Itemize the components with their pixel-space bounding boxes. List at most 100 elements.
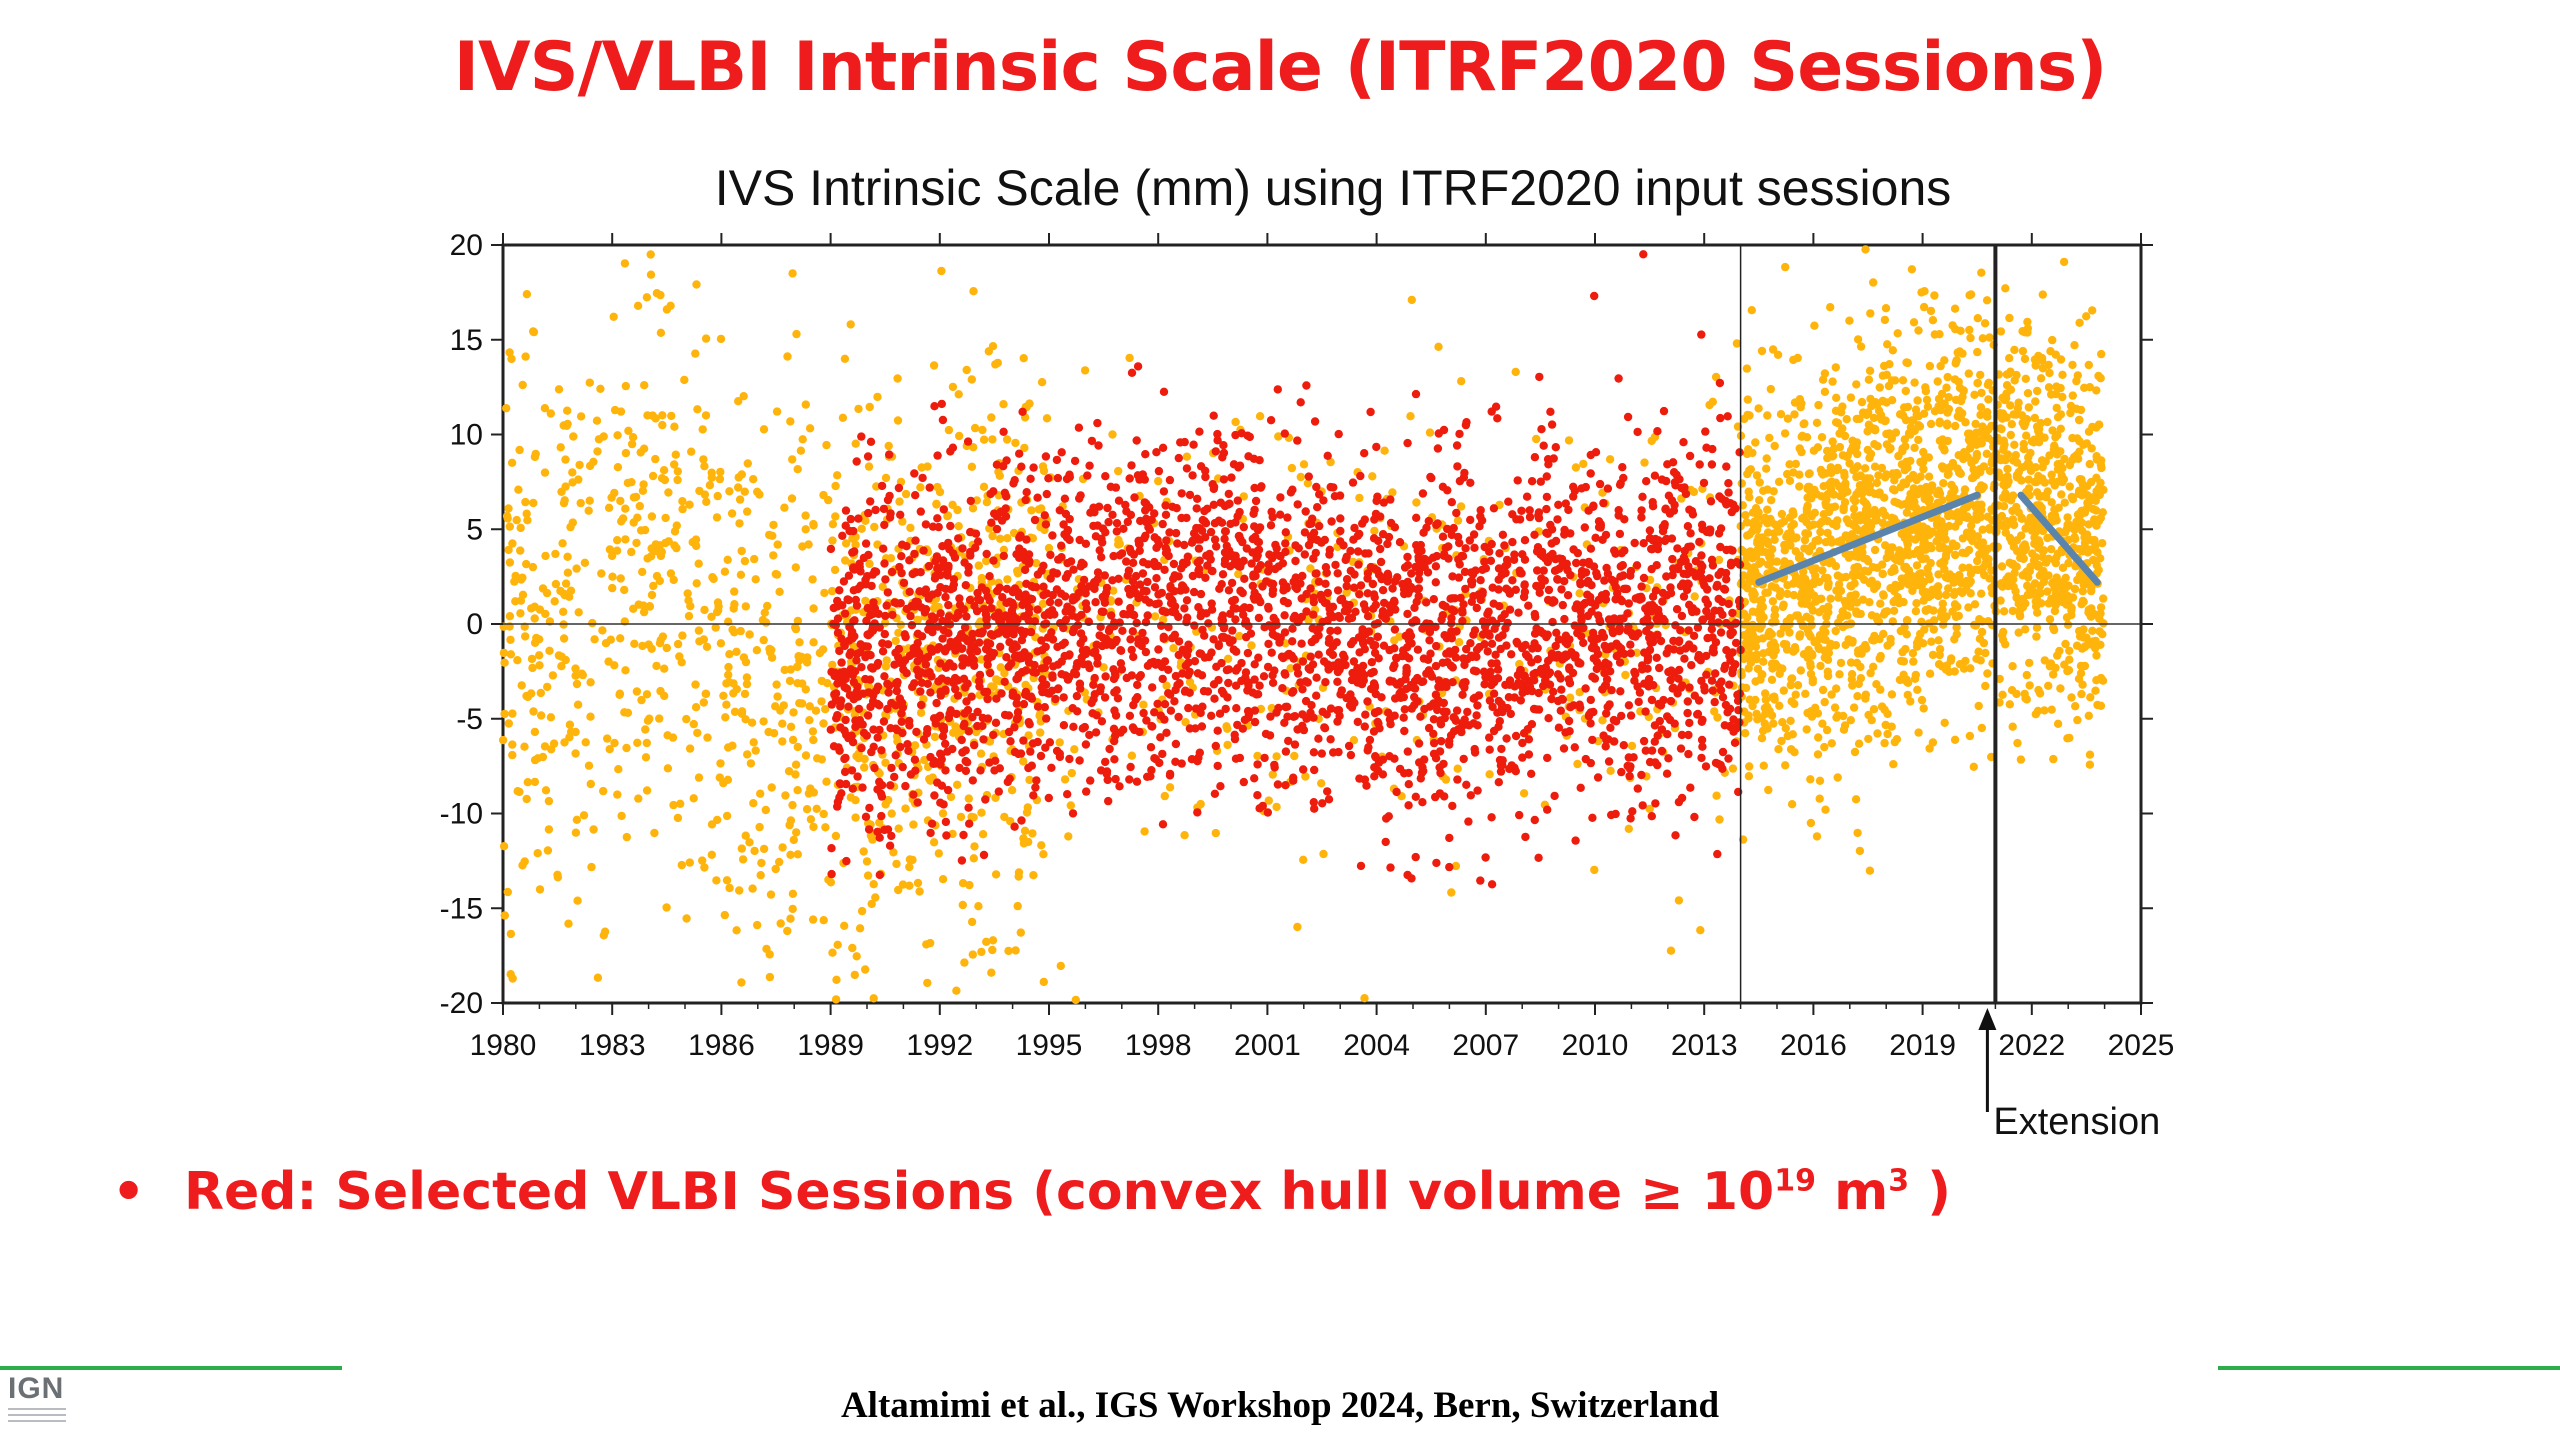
data-point-orange (1878, 371, 1888, 380)
data-point-orange (2096, 374, 2105, 383)
data-point-orange (1759, 649, 1768, 658)
data-point-orange (1852, 438, 1862, 447)
data-point-red (1266, 521, 1276, 530)
data-point-orange (542, 588, 552, 598)
data-point-orange (1996, 472, 2005, 482)
data-point-orange (1957, 512, 1967, 522)
data-point-red (1158, 674, 1167, 684)
data-point-red (926, 828, 935, 838)
data-point-orange (1851, 552, 1860, 561)
data-point-orange (724, 743, 733, 752)
data-point-orange (969, 854, 978, 863)
data-point-orange (1900, 435, 1910, 444)
data-point-orange (1223, 654, 1233, 663)
data-point-orange (686, 601, 695, 611)
data-point-red (1300, 550, 1310, 559)
data-point-orange (1937, 517, 1946, 526)
data-point-orange (1913, 685, 1922, 694)
data-point-orange (607, 551, 617, 561)
data-point-red (1194, 544, 1204, 553)
data-point-red (1118, 626, 1127, 635)
data-point-orange (1791, 459, 1801, 469)
data-point-orange (1748, 448, 1757, 458)
data-point-orange (932, 499, 941, 508)
data-point-orange (1796, 666, 1806, 675)
data-point-red (1043, 633, 1053, 642)
data-point-orange (561, 655, 570, 665)
data-point-orange (590, 635, 599, 644)
data-point-orange (1858, 595, 1868, 604)
data-point-red (1231, 681, 1241, 690)
data-point-red (1052, 455, 1062, 465)
data-point-orange (2014, 628, 2023, 637)
data-point-orange (905, 862, 914, 872)
data-point-orange (989, 682, 998, 691)
data-point-orange (2006, 430, 2016, 440)
data-point-orange (1909, 657, 1918, 666)
data-point-orange (901, 804, 910, 813)
data-point-orange (848, 534, 857, 543)
data-point-orange (1754, 404, 1763, 413)
data-point-orange (786, 722, 796, 731)
data-point-orange (779, 701, 788, 710)
data-point-orange (1823, 516, 1832, 526)
data-point-orange (1826, 478, 1836, 487)
data-point-orange (786, 417, 795, 426)
data-point-orange (571, 671, 580, 680)
data-point-orange (956, 812, 966, 822)
data-point-orange (749, 475, 758, 484)
data-point-red (1527, 769, 1536, 778)
data-point-red (896, 742, 905, 752)
data-point-orange (716, 467, 725, 477)
data-point-orange (1890, 476, 1899, 485)
data-point-orange (2096, 554, 2105, 563)
data-point-orange (748, 884, 757, 893)
data-point-orange (707, 850, 716, 859)
data-point-orange (1997, 579, 2006, 588)
data-point-red (1716, 413, 1725, 423)
data-point-red (1332, 638, 1342, 647)
data-point-red (1033, 493, 1042, 502)
data-point-orange (1753, 539, 1762, 548)
data-point-orange (2031, 397, 2040, 406)
data-point-red (1403, 609, 1412, 619)
data-point-orange (1787, 800, 1797, 809)
data-point-orange (881, 473, 891, 483)
data-point-orange (1456, 502, 1466, 511)
data-point-orange (610, 405, 620, 415)
data-point-orange (1811, 536, 1820, 546)
data-point-red (1135, 580, 1145, 589)
data-point-orange (1925, 361, 1935, 371)
data-point-orange (1783, 589, 1792, 599)
data-point-orange (808, 727, 818, 736)
data-point-orange (1841, 572, 1851, 582)
data-point-red (948, 443, 958, 452)
data-point-orange (828, 536, 837, 545)
data-point-orange (2064, 558, 2073, 568)
data-point-orange (1884, 552, 1894, 561)
data-point-orange (720, 567, 730, 576)
data-point-orange (1774, 527, 1784, 536)
data-point-orange (1037, 504, 1046, 513)
data-point-orange (1912, 561, 1922, 570)
data-point-orange (623, 478, 633, 488)
data-point-orange (1013, 569, 1023, 578)
data-point-red (1276, 510, 1285, 519)
data-point-orange (516, 523, 525, 533)
data-point-orange (1763, 588, 1772, 597)
data-point-orange (1299, 460, 1309, 469)
data-point-red (1656, 636, 1666, 646)
data-point-red (1146, 743, 1156, 752)
data-point-orange (1903, 402, 1913, 412)
data-point-orange (1982, 296, 1992, 305)
data-point-red (1619, 741, 1629, 750)
data-point-orange (1406, 412, 1415, 421)
data-point-orange (745, 838, 754, 847)
data-point-orange (632, 538, 641, 548)
data-point-orange (1977, 589, 1986, 598)
data-point-orange (809, 604, 818, 613)
data-point-orange (855, 924, 865, 933)
data-point-orange (1917, 695, 1927, 705)
data-point-orange (1965, 433, 1974, 443)
data-point-orange (960, 958, 969, 967)
